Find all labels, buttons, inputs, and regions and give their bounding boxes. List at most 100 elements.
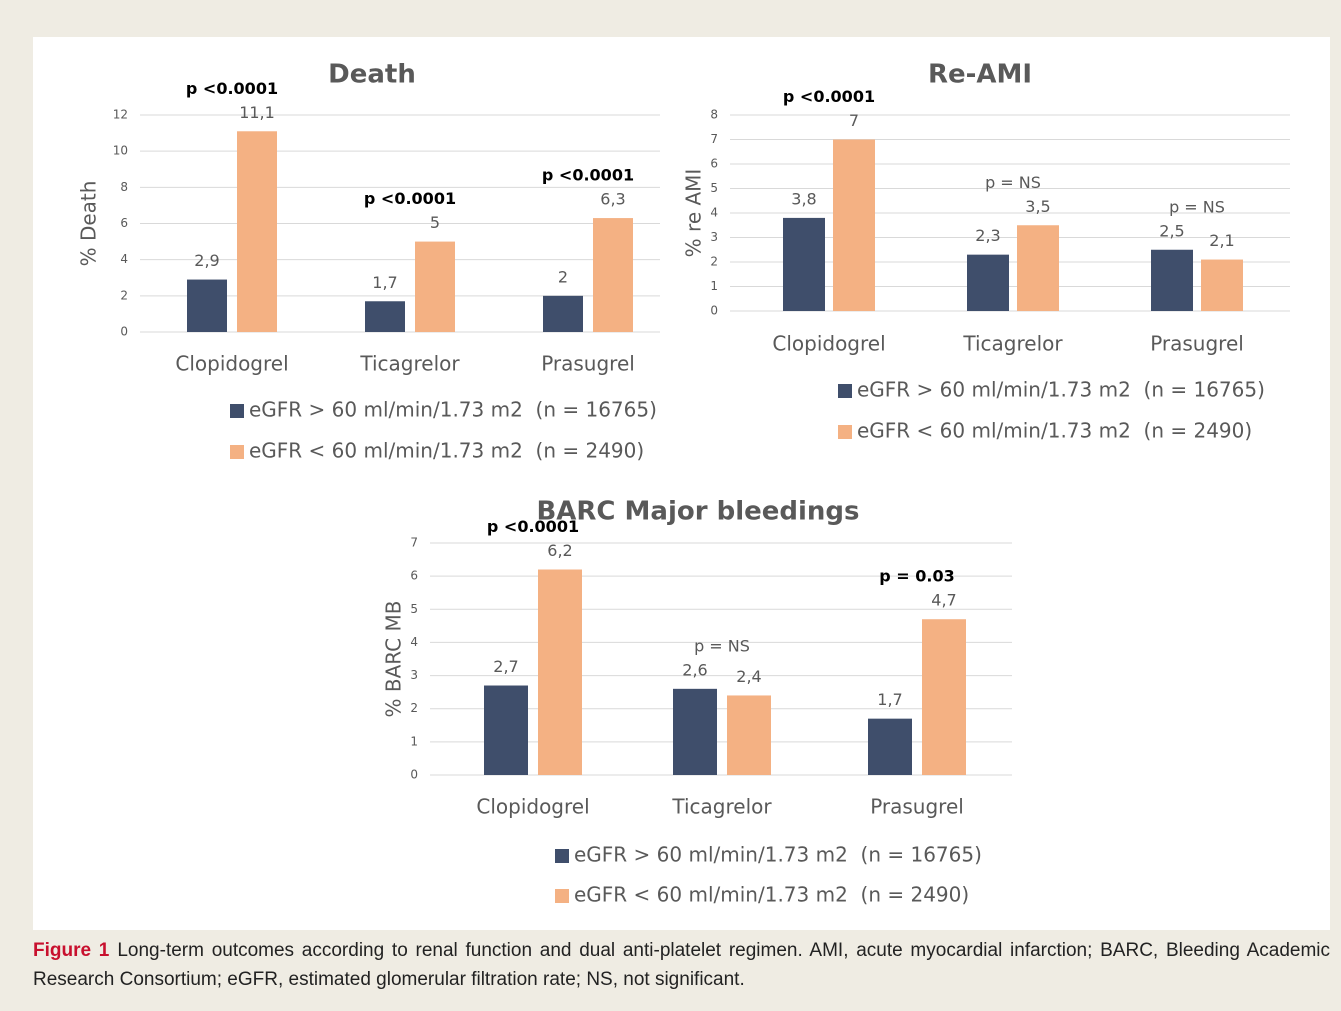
legend-swatch: [838, 384, 852, 398]
value-label: 11,1: [239, 103, 275, 122]
p-value-annotation: p = NS: [1169, 197, 1225, 216]
bar: [967, 254, 1009, 311]
p-value-annotation: p = 0.03: [879, 567, 954, 586]
p-value-annotation: p <0.0001: [542, 166, 634, 185]
value-label: 2,5: [1159, 221, 1184, 240]
bar: [1151, 249, 1193, 311]
bar: [1017, 225, 1059, 311]
legend-label: eGFR > 60 ml/min/1.73 m2 (n = 16765): [574, 843, 982, 867]
bar: [783, 217, 825, 311]
y-axis-label: % re AMI: [682, 169, 706, 258]
caption: Figure 1 Long-term outcomes according to …: [33, 936, 1330, 994]
y-tick-label: 5: [410, 602, 418, 616]
chart-title: Re-AMI: [928, 60, 1032, 90]
value-label: 3,8: [791, 189, 816, 208]
y-tick-label: 6: [120, 216, 128, 230]
value-label: 1,7: [372, 273, 397, 292]
caption-text: Long-term outcomes according to renal fu…: [33, 940, 1330, 990]
y-tick-label: 3: [710, 230, 718, 244]
chart-title: Death: [328, 60, 416, 90]
x-tick-label: Clopidogrel: [175, 352, 288, 376]
y-tick-label: 2: [120, 288, 128, 302]
x-tick-label: Ticagrelor: [962, 332, 1063, 356]
value-label: 2: [558, 267, 568, 286]
y-tick-label: 7: [410, 536, 418, 550]
y-tick-label: 4: [410, 635, 418, 649]
y-tick-label: 0: [120, 325, 128, 339]
legend-label: eGFR < 60 ml/min/1.73 m2 (n = 2490): [857, 419, 1252, 443]
y-tick-label: 0: [710, 304, 718, 318]
bar: [237, 131, 277, 332]
y-tick-label: 7: [710, 132, 718, 146]
chart-title: BARC Major bleedings: [536, 497, 859, 527]
y-tick-label: 1: [410, 734, 418, 748]
y-tick-label: 8: [710, 108, 718, 122]
y-tick-label: 2: [710, 255, 718, 269]
value-label: 7: [849, 111, 859, 130]
y-tick-label: 4: [710, 206, 718, 220]
legend-label: eGFR > 60 ml/min/1.73 m2 (n = 16765): [857, 378, 1265, 402]
bar: [1201, 259, 1243, 311]
value-label: 4,7: [931, 591, 956, 610]
x-tick-label: Prasugrel: [870, 795, 964, 819]
legend-swatch: [230, 404, 244, 418]
legend-swatch: [838, 425, 852, 439]
p-value-annotation: p <0.0001: [364, 189, 456, 208]
value-label: 2,3: [975, 226, 1000, 245]
value-label: 2,4: [736, 667, 761, 686]
p-value-annotation: p <0.0001: [487, 517, 579, 536]
y-tick-label: 10: [113, 144, 128, 158]
p-value-annotation: p <0.0001: [783, 87, 875, 106]
x-tick-label: Prasugrel: [541, 352, 635, 376]
y-tick-label: 6: [710, 157, 718, 171]
value-label: 1,7: [877, 690, 902, 709]
y-axis-label: % Death: [77, 181, 101, 267]
x-tick-label: Ticagrelor: [359, 352, 460, 376]
y-tick-label: 3: [410, 668, 418, 682]
y-tick-label: 8: [120, 180, 128, 194]
y-tick-label: 1: [710, 279, 718, 293]
y-tick-label: 12: [113, 108, 128, 122]
charts: Death% Death024681012Clopidogrel2,911,1p…: [77, 60, 1290, 907]
value-label: 6,3: [600, 190, 625, 209]
bar: [593, 218, 633, 332]
figure-label: Figure 1: [33, 940, 110, 961]
value-label: 2,9: [194, 251, 219, 270]
y-tick-label: 2: [410, 701, 418, 715]
value-label: 2,7: [493, 657, 518, 676]
x-tick-label: Clopidogrel: [772, 332, 885, 356]
bar: [415, 241, 455, 332]
bar: [922, 619, 966, 775]
bar: [543, 295, 583, 332]
bar: [727, 695, 771, 775]
y-axis-label: % BARC MB: [382, 601, 406, 718]
value-label: 5: [430, 213, 440, 232]
y-tick-label: 5: [710, 181, 718, 195]
legend-label: eGFR < 60 ml/min/1.73 m2 (n = 2490): [249, 439, 644, 463]
bar: [365, 301, 405, 332]
value-label: 3,5: [1025, 197, 1050, 216]
y-tick-label: 6: [410, 569, 418, 583]
value-label: 2,6: [682, 660, 707, 679]
x-tick-label: Ticagrelor: [671, 795, 772, 819]
x-tick-label: Clopidogrel: [476, 795, 589, 819]
legend-swatch: [555, 889, 569, 903]
bar: [673, 688, 717, 775]
bar: [538, 569, 582, 775]
bar: [187, 279, 227, 332]
bar: [484, 685, 528, 775]
y-tick-label: 4: [120, 252, 128, 266]
legend-swatch: [230, 445, 244, 459]
x-tick-label: Prasugrel: [1150, 332, 1244, 356]
legend-swatch: [555, 849, 569, 863]
legend-label: eGFR > 60 ml/min/1.73 m2 (n = 16765): [249, 398, 657, 422]
bar: [833, 139, 875, 311]
value-label: 6,2: [547, 541, 572, 560]
p-value-annotation: p <0.0001: [186, 79, 278, 98]
legend-label: eGFR < 60 ml/min/1.73 m2 (n = 2490): [574, 883, 969, 907]
y-tick-label: 0: [410, 768, 418, 782]
bar: [868, 718, 912, 775]
p-value-annotation: p = NS: [694, 636, 750, 655]
